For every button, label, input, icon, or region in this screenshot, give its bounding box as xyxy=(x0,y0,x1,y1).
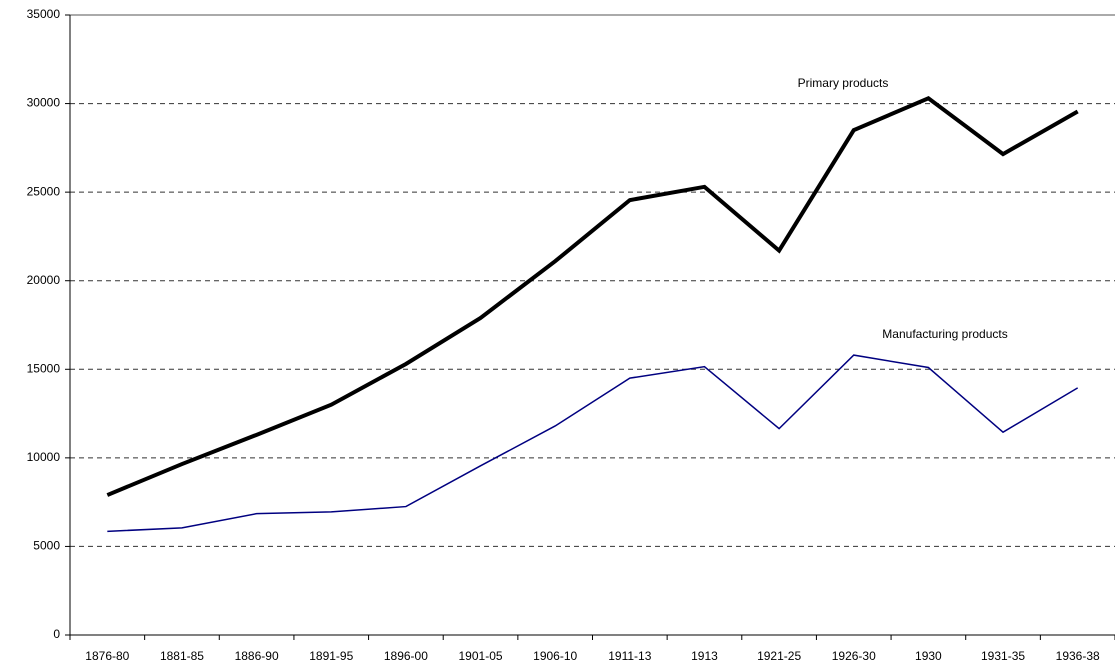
x-tick-label: 1896-00 xyxy=(384,649,428,663)
x-tick-label: 1921-25 xyxy=(757,649,801,663)
x-tick-label: 1913 xyxy=(691,649,718,663)
y-tick-label: 0 xyxy=(53,627,60,641)
y-tick-label: 35000 xyxy=(27,7,61,21)
y-tick-label: 20000 xyxy=(27,273,61,287)
y-tick-label: 30000 xyxy=(27,96,61,110)
y-tick-label: 15000 xyxy=(27,361,61,375)
y-tick-label: 5000 xyxy=(33,539,60,553)
series-label: Primary products xyxy=(798,76,889,90)
x-tick-label: 1891-95 xyxy=(309,649,353,663)
x-tick-label: 1931-35 xyxy=(981,649,1025,663)
series-line xyxy=(106,95,1079,497)
x-tick-label: 1930 xyxy=(915,649,942,663)
y-tick-label: 25000 xyxy=(27,184,61,198)
y-tick-label: 10000 xyxy=(27,450,61,464)
series-label: Manufacturing products xyxy=(882,327,1007,341)
x-tick-label: 1926-30 xyxy=(832,649,876,663)
series-line xyxy=(107,354,1079,533)
x-tick-label: 1906-10 xyxy=(533,649,577,663)
x-tick-label: 1936-38 xyxy=(1056,649,1100,663)
x-tick-label: 1886-90 xyxy=(235,649,279,663)
x-tick-label: 1876-80 xyxy=(85,649,129,663)
x-tick-label: 1911-13 xyxy=(608,649,651,663)
x-tick-label: 1901-05 xyxy=(459,649,503,663)
x-tick-label: 1881-85 xyxy=(160,649,204,663)
